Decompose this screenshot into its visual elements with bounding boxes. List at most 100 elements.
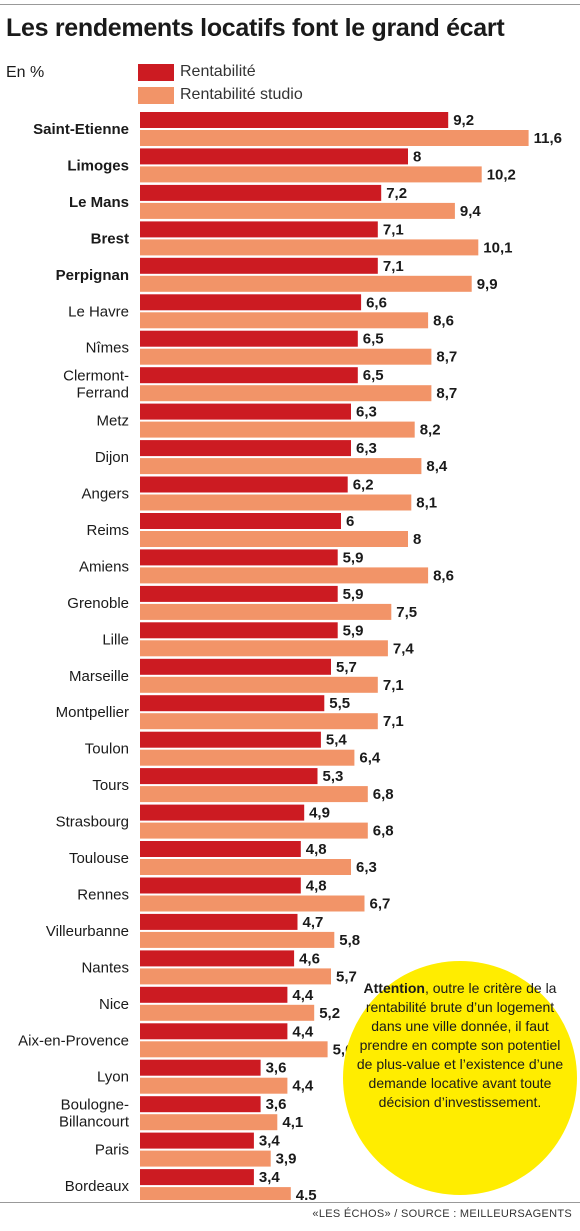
bar-rentabilite-studio-dijon — [140, 458, 422, 475]
value-label-rentabilite-grenoble: 5,9 — [343, 586, 364, 603]
category-label-le-mans: Le Mans — [69, 194, 129, 211]
value-label-rentabilite-studio-rennes: 6,7 — [370, 896, 391, 913]
value-label-rentabilite-studio-limoges: 10,2 — [487, 166, 516, 183]
bar-rentabilite-studio-toulouse — [140, 859, 351, 875]
value-label-rentabilite-nantes: 4,6 — [299, 950, 320, 967]
value-label-rentabilite-studio-grenoble: 7,5 — [396, 604, 417, 621]
value-label-rentabilite-studio-villeurbanne: 5,8 — [339, 932, 360, 949]
bar-rentabilite-studio-nimes — [140, 348, 432, 365]
bar-rentabilite-boulogne-billancourt — [140, 1096, 261, 1113]
bar-rentabilite-studio-saint-etienne — [140, 130, 529, 146]
legend-label-rentabilite-studio: Rentabilité studio — [180, 86, 303, 103]
category-label-toulon: Toulon — [85, 741, 129, 758]
bar-rentabilite-studio-brest — [140, 239, 479, 256]
value-label-rentabilite-amiens: 5,9 — [343, 549, 364, 566]
bar-rentabilite-studio-nantes — [140, 968, 331, 985]
value-label-rentabilite-studio-bordeaux: 4,5 — [296, 1187, 317, 1200]
bar-rentabilite-brest — [140, 221, 378, 238]
value-label-rentabilite-studio-lille: 7,4 — [393, 640, 415, 657]
value-label-rentabilite-studio-montpellier: 7,1 — [383, 713, 404, 730]
bar-rentabilite-studio-clermont-ferrand — [140, 385, 432, 402]
bar-rentabilite-studio-tours — [140, 786, 368, 803]
category-label-villeurbanne: Villeurbanne — [46, 923, 129, 940]
bar-rentabilite-toulon — [140, 731, 321, 748]
value-label-rentabilite-nice: 4,4 — [292, 987, 314, 1004]
bar-rentabilite-aix-en-provence — [140, 1023, 288, 1040]
bar-rentabilite-lyon — [140, 1059, 261, 1076]
value-label-rentabilite-angers: 6,2 — [353, 477, 374, 494]
value-label-rentabilite-studio-amiens: 8,6 — [433, 567, 454, 584]
category-label-aix-en-provence: Aix-en-Provence — [18, 1032, 129, 1049]
value-label-rentabilite-le-mans: 7,2 — [386, 185, 407, 202]
value-label-rentabilite-boulogne-billancourt: 3,6 — [266, 1096, 287, 1113]
bar-rentabilite-metz — [140, 403, 351, 420]
value-label-rentabilite-villeurbanne: 4,7 — [303, 914, 324, 931]
value-label-rentabilite-bordeaux: 3,4 — [259, 1169, 281, 1186]
value-label-rentabilite-studio-nantes: 5,7 — [336, 968, 357, 985]
category-label-saint-etienne: Saint-Etienne — [33, 121, 129, 138]
bar-rentabilite-studio-lyon — [140, 1077, 288, 1094]
bar-rentabilite-bordeaux — [140, 1169, 254, 1186]
value-label-rentabilite-tours: 5,3 — [323, 768, 344, 785]
category-label-dijon: Dijon — [95, 449, 129, 466]
category-label-paris: Paris — [95, 1142, 129, 1159]
category-label-tours: Tours — [92, 777, 129, 794]
bar-rentabilite-studio-lille — [140, 640, 388, 657]
category-label-bordeaux: Bordeaux — [65, 1178, 130, 1195]
note-bold: Attention — [363, 980, 425, 996]
category-label-grenoble: Grenoble — [67, 595, 129, 612]
note-text: , outre le critère de la rentabilité bru… — [356, 980, 564, 1110]
bar-rentabilite-studio-rennes — [140, 895, 365, 912]
value-label-rentabilite-brest: 7,1 — [383, 221, 404, 238]
bar-rentabilite-paris — [140, 1132, 254, 1149]
value-label-rentabilite-studio-nimes: 8,7 — [436, 349, 457, 366]
bar-rentabilite-studio-angers — [140, 494, 412, 511]
chart-title: Les rendements locatifs font le grand éc… — [6, 14, 505, 42]
bar-rentabilite-studio-boulogne-billancourt — [140, 1114, 278, 1131]
bar-rentabilite-clermont-ferrand — [140, 367, 358, 384]
value-label-rentabilite-rennes: 4,8 — [306, 878, 327, 895]
bar-rentabilite-studio-villeurbanne — [140, 931, 335, 948]
bar-rentabilite-le-mans — [140, 184, 382, 201]
bar-rentabilite-studio-perpignan — [140, 275, 472, 292]
bar-rentabilite-marseille — [140, 658, 331, 675]
legend-swatch-rentabilite-studio — [138, 86, 174, 104]
bar-rentabilite-nantes — [140, 950, 295, 967]
category-label-amiens: Amiens — [79, 558, 129, 575]
bar-rentabilite-reims — [140, 513, 341, 529]
bar-rentabilite-villeurbanne — [140, 913, 298, 930]
value-label-rentabilite-studio-saint-etienne: 11,6 — [534, 130, 562, 147]
value-label-rentabilite-studio-nice: 5,2 — [319, 1005, 340, 1022]
value-label-rentabilite-metz: 6,3 — [356, 404, 377, 421]
category-label-boulogne-billancourt: Boulogne-Billancourt — [59, 1097, 130, 1131]
category-label-toulouse: Toulouse — [69, 850, 129, 867]
category-label-angers: Angers — [81, 486, 129, 503]
legend-swatch-rentabilite — [138, 63, 174, 81]
bar-rentabilite-angers — [140, 476, 348, 493]
value-label-rentabilite-toulon: 5,4 — [326, 732, 348, 749]
bar-rentabilite-dijon — [140, 440, 351, 457]
bar-rentabilite-amiens — [140, 549, 338, 566]
value-label-rentabilite-studio-perpignan: 9,9 — [477, 276, 498, 293]
bar-rentabilite-strasbourg — [140, 804, 305, 821]
value-label-rentabilite-studio-toulon: 6,4 — [359, 750, 381, 767]
bar-rentabilite-studio-toulon — [140, 749, 355, 766]
category-label-nantes: Nantes — [81, 959, 129, 976]
value-label-rentabilite-limoges: 8 — [413, 148, 421, 165]
value-label-rentabilite-montpellier: 5,5 — [329, 695, 350, 712]
bar-rentabilite-studio-paris — [140, 1150, 271, 1167]
bar-rentabilite-nice — [140, 986, 288, 1003]
value-label-rentabilite-studio-boulogne-billancourt: 4,1 — [282, 1114, 303, 1131]
value-label-rentabilite-le-havre: 6,6 — [366, 294, 387, 311]
bar-rentabilite-toulouse — [140, 841, 301, 857]
bar-rentabilite-studio-marseille — [140, 676, 378, 693]
bar-rentabilite-studio-limoges — [140, 166, 482, 183]
bar-rentabilite-grenoble — [140, 585, 338, 602]
value-label-rentabilite-studio-le-havre: 8,6 — [433, 312, 454, 329]
bar-rentabilite-studio-metz — [140, 421, 415, 438]
value-label-rentabilite-studio-brest: 10,1 — [483, 239, 512, 256]
bar-rentabilite-limoges — [140, 148, 408, 165]
bottom-rule — [0, 1202, 580, 1203]
category-label-lyon: Lyon — [97, 1069, 129, 1086]
bar-rentabilite-studio-montpellier — [140, 713, 378, 730]
